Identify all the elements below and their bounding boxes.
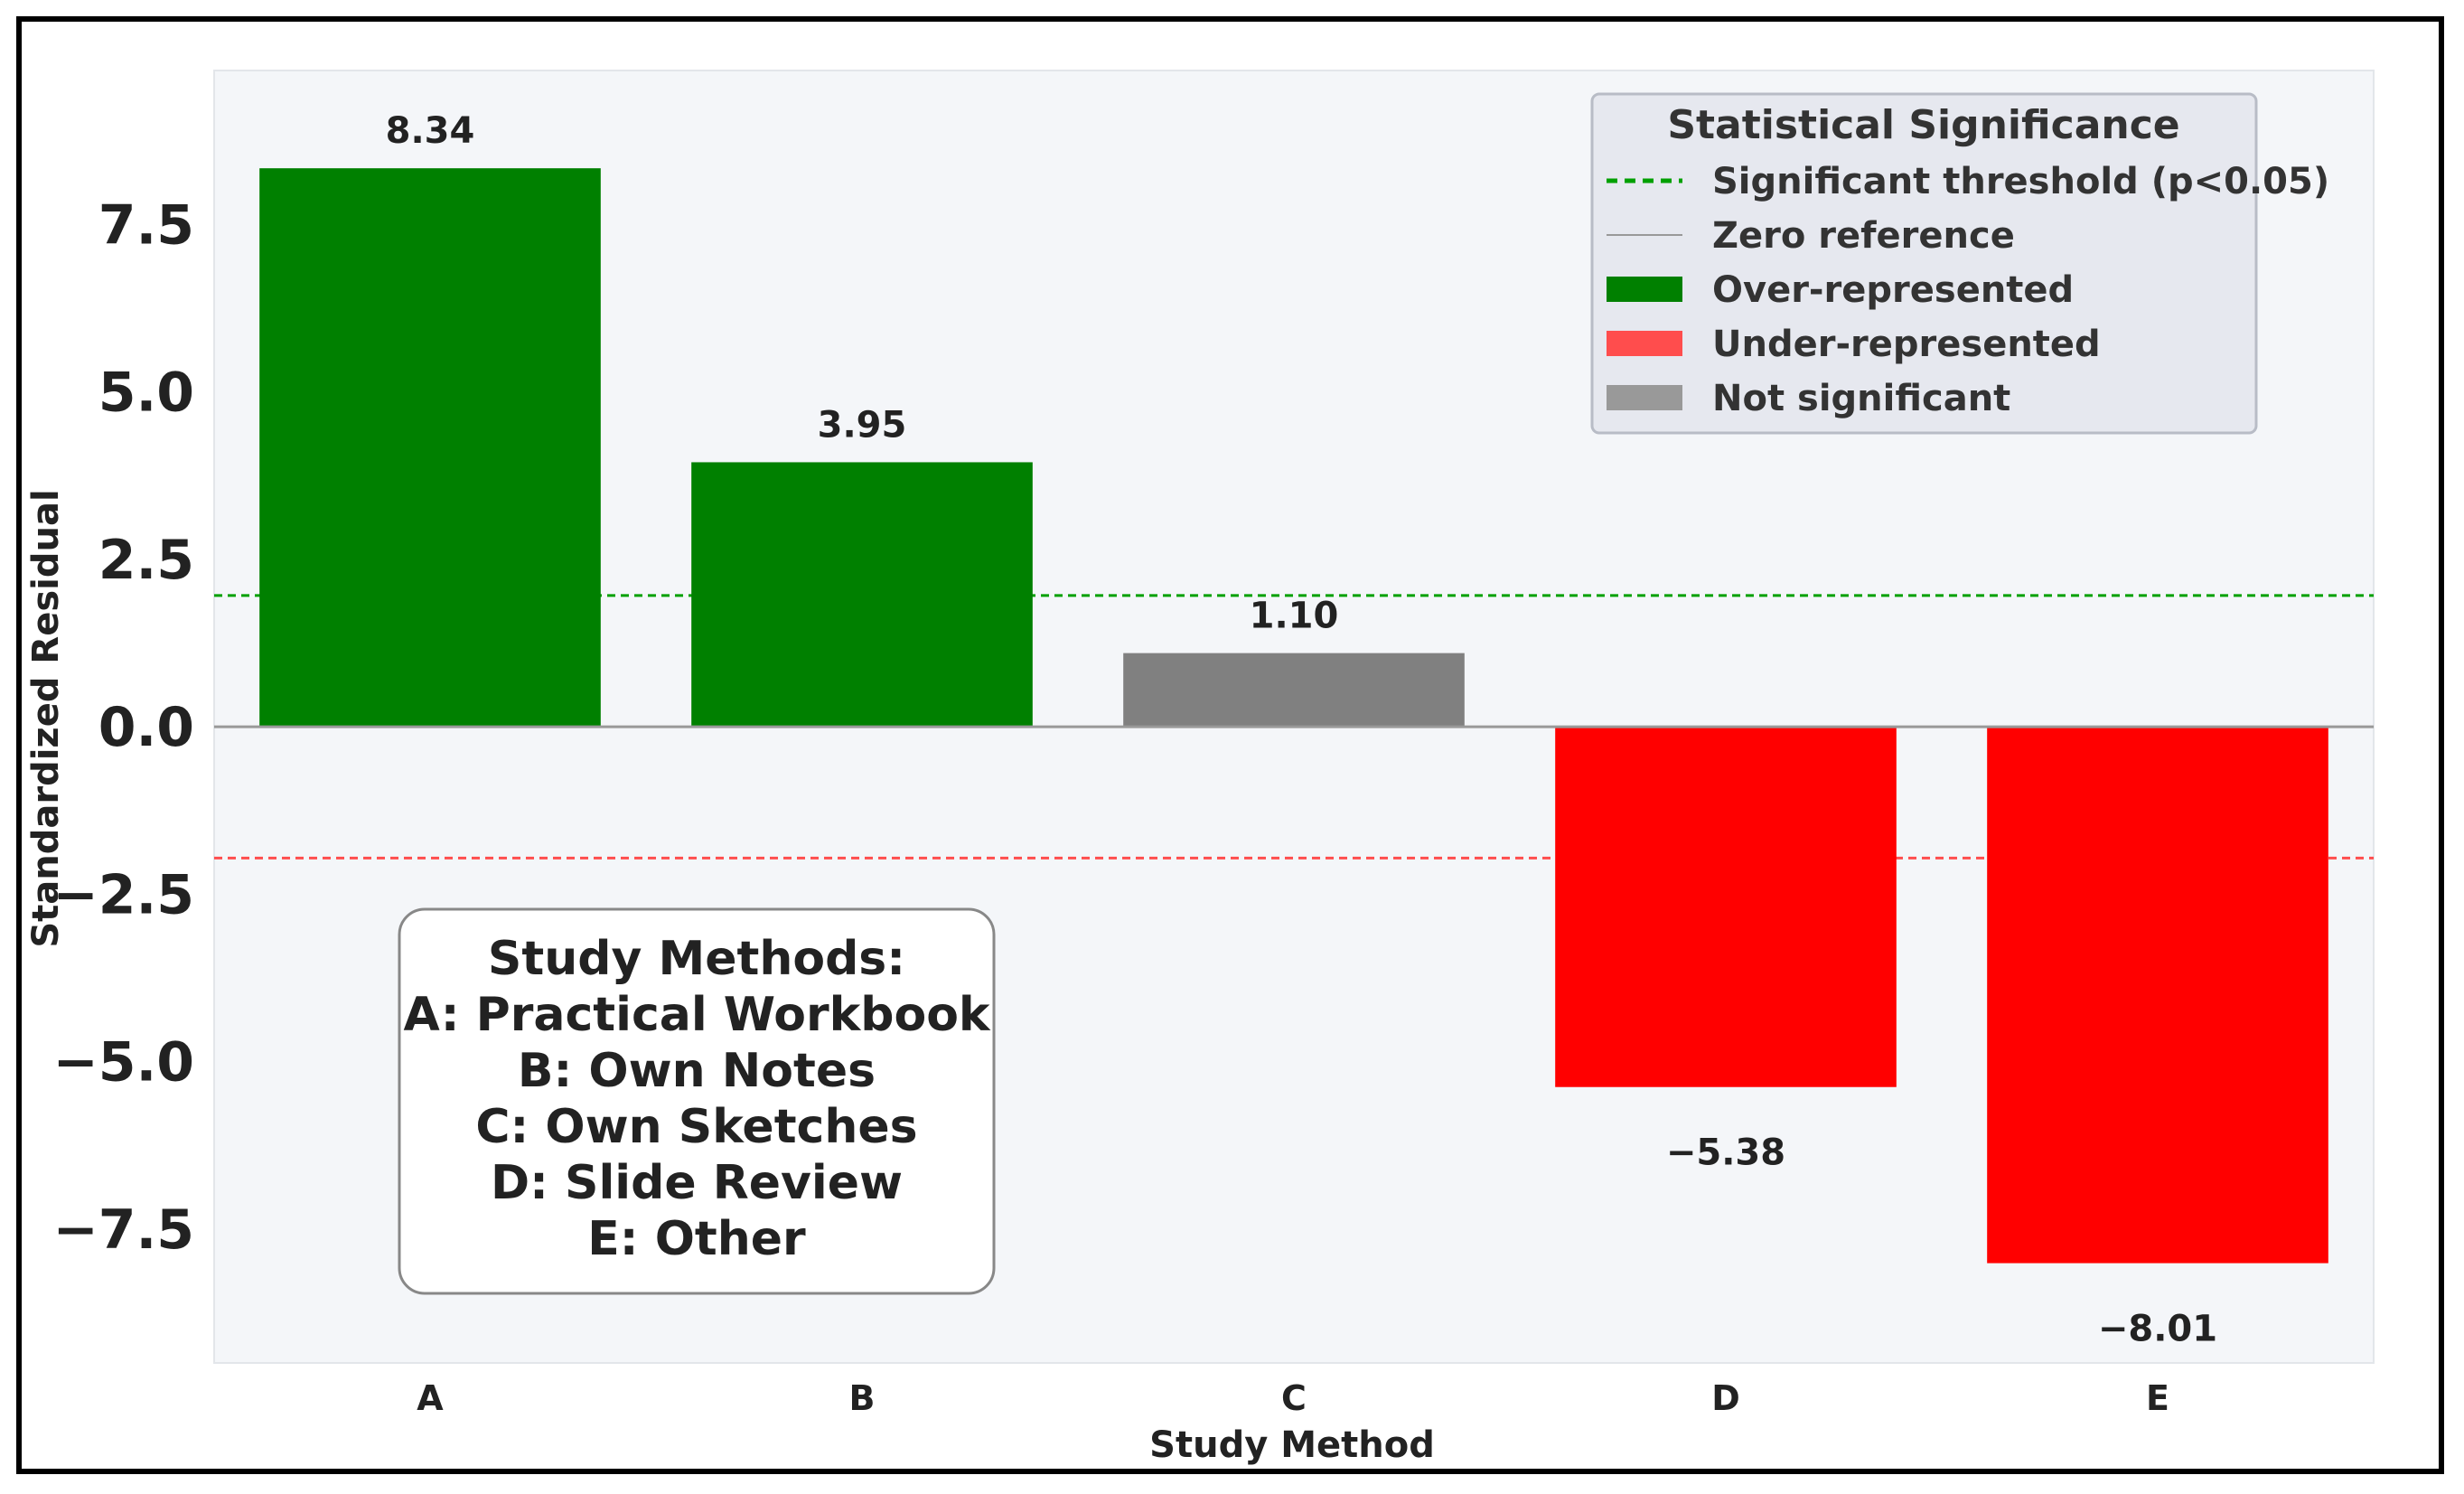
study-methods-heading: Study Methods: — [488, 932, 905, 986]
bar-value-label: 8.34 — [386, 110, 475, 152]
y-tick-label: 7.5 — [98, 193, 194, 257]
x-tick-label: B — [849, 1378, 876, 1418]
legend-patch-marker — [1607, 385, 1682, 410]
bar-value-labels-layer: 8.34 3.95 1.10 −5.38 −8.01 — [386, 110, 2217, 1349]
x-tick-labels-layer: A B C D E — [417, 1378, 2169, 1418]
x-tick-label: E — [2146, 1378, 2169, 1418]
legend-patch-marker — [1607, 331, 1682, 356]
legend-patch-marker — [1607, 277, 1682, 302]
bar-a — [259, 168, 601, 728]
legend-entries: Significant threshold (p<0.05) Zero refer… — [1607, 161, 2329, 419]
y-tick-label: −5.0 — [52, 1031, 194, 1095]
legend-entry-label: Zero reference — [1712, 215, 2015, 257]
bar-value-label: 1.10 — [1250, 596, 1339, 637]
x-tick-label: C — [1281, 1378, 1307, 1418]
y-tick-label: 2.5 — [98, 529, 194, 592]
bar-value-label: −8.01 — [2098, 1309, 2217, 1350]
study-methods-line: C: Own Sketches — [475, 1100, 917, 1154]
bar-value-label: 3.95 — [818, 404, 907, 446]
study-methods-line: B: Own Notes — [518, 1044, 876, 1098]
x-tick-label: D — [1711, 1378, 1740, 1418]
y-tick-labels-layer: 7.5 5.0 2.5 0.0 −2.5 −5.0 −7.5 — [52, 193, 194, 1261]
study-methods-box — [398, 907, 996, 1295]
bar-c — [1123, 653, 1465, 728]
legend-entry-label: Significant threshold (p<0.05) — [1712, 161, 2329, 202]
legend-entry-label: Under-represented — [1712, 324, 2101, 365]
legend-box — [1590, 92, 2258, 435]
x-tick-label: A — [417, 1378, 444, 1418]
bar-value-label: −5.38 — [1666, 1132, 1785, 1174]
legend: Statistical Significance Significant thr… — [1590, 92, 2329, 435]
study-methods-line: A: Practical Workbook — [403, 988, 990, 1042]
bar-d — [1555, 727, 1897, 1087]
y-tick-label: −2.5 — [52, 863, 194, 926]
legend-title: Statistical Significance — [1667, 102, 2179, 148]
study-methods-line: D: Slide Review — [491, 1156, 903, 1210]
study-methods-line: E: Other — [587, 1212, 806, 1266]
legend-entry-label: Not significant — [1712, 378, 2010, 419]
y-axis-label: Standardized Residual — [25, 489, 67, 947]
x-axis-label: Study Method — [1149, 1424, 1435, 1466]
bar-b — [691, 462, 1033, 728]
bars-layer — [214, 168, 2374, 1264]
bar-e — [1987, 727, 2328, 1264]
y-tick-label: −7.5 — [52, 1198, 194, 1262]
y-tick-label: 0.0 — [98, 696, 194, 759]
y-tick-label: 5.0 — [98, 362, 194, 425]
legend-entry-label: Over-represented — [1712, 269, 2074, 311]
